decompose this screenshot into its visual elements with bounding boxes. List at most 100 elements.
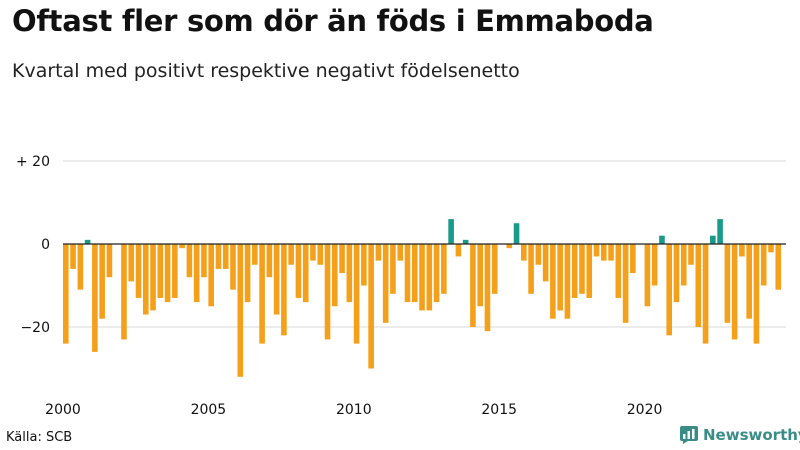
bar-negative — [768, 244, 774, 253]
bar-negative — [688, 244, 694, 265]
bar-negative — [310, 244, 316, 261]
bar-negative — [426, 244, 433, 311]
bar-negative — [433, 244, 440, 303]
bar-negative — [615, 244, 622, 298]
bar-negative — [201, 244, 207, 278]
brand-name: Newsworthy — [703, 426, 800, 444]
x-tick-label: 2020 — [627, 402, 663, 418]
bar-negative — [753, 244, 760, 344]
bar-negative — [564, 244, 571, 319]
bar-negative — [302, 244, 309, 303]
bar-negative — [259, 244, 265, 344]
bar-negative — [521, 244, 527, 261]
bar-negative — [288, 244, 294, 265]
newsworthy-logo: Newsworthy — [680, 426, 800, 444]
bar-negative — [361, 244, 367, 286]
bar-negative — [179, 244, 185, 249]
bar-negative — [535, 244, 542, 265]
bar-negative — [215, 244, 222, 269]
bar-negative — [164, 244, 171, 303]
x-tick-label: 2015 — [481, 402, 517, 418]
bar-negative — [571, 244, 578, 298]
bar-negative — [506, 244, 513, 249]
bar-negative — [135, 244, 142, 298]
bar-negative — [128, 244, 135, 282]
bar-negative — [222, 244, 229, 269]
bar-positive — [84, 239, 91, 244]
chart-title: Oftast fler som dör än föds i Emmaboda — [12, 4, 654, 38]
x-tick-label: 2005 — [191, 402, 227, 418]
bar-negative — [739, 244, 745, 257]
bar-negative — [368, 244, 374, 369]
bar-negative — [375, 244, 382, 261]
bar-negative — [419, 244, 425, 311]
bar-positive — [448, 219, 454, 244]
bar-negative — [593, 244, 600, 257]
bar-negative — [266, 244, 273, 278]
bar-negative — [550, 244, 556, 319]
bar-negative — [760, 244, 767, 286]
bar-positive — [717, 219, 723, 244]
bar-negative — [142, 244, 149, 315]
bar-negative — [397, 244, 404, 261]
bar-negative — [70, 244, 76, 269]
chart-subtitle: Kvartal med positivt respektive negativt… — [12, 60, 520, 82]
y-tick-label: + 20 — [16, 154, 50, 170]
x-tick-label: 2010 — [336, 402, 372, 418]
bar-negative — [353, 244, 360, 344]
bar-negative — [491, 244, 498, 294]
bar-negative — [63, 244, 69, 344]
bar-negative — [106, 244, 113, 278]
bar-negative — [324, 244, 331, 340]
bar-negative — [731, 244, 738, 340]
bar-negative — [273, 244, 280, 315]
bar-negative — [121, 244, 127, 340]
bar-negative — [208, 244, 214, 307]
bar-negative — [99, 244, 105, 319]
bar-negative — [528, 244, 534, 294]
bar-negative — [281, 244, 287, 336]
bar-negative — [237, 244, 244, 377]
source-note: Källa: SCB — [6, 430, 73, 445]
bar-negative — [477, 244, 483, 307]
bar-negative — [390, 244, 396, 294]
bar-negative — [455, 244, 462, 257]
bar-positive — [710, 235, 716, 244]
y-tick-label: 0 — [41, 237, 50, 253]
bar-negative — [622, 244, 629, 323]
bar-negative — [244, 244, 251, 303]
bar-negative — [193, 244, 200, 303]
y-tick-label: −20 — [20, 320, 50, 336]
bar-negative — [586, 244, 593, 298]
bar-negative — [746, 244, 752, 319]
bar-negative — [579, 244, 585, 294]
bar-negative — [702, 244, 709, 344]
bar-negative — [600, 244, 607, 261]
bar-negative — [252, 244, 258, 265]
bar-negative — [542, 244, 549, 282]
bar-positive — [462, 239, 469, 244]
bar-negative — [630, 244, 636, 274]
bar-negative — [724, 244, 731, 323]
bar-negative — [317, 244, 324, 265]
bar-negative — [382, 244, 389, 323]
bar-negative — [470, 244, 476, 327]
newsworthy-icon — [680, 426, 698, 444]
bar-negative — [666, 244, 673, 336]
bar-negative — [346, 244, 353, 303]
bar-negative — [673, 244, 680, 303]
bar-negative — [695, 244, 702, 327]
bar-negative — [775, 244, 782, 290]
bar-negative — [186, 244, 193, 278]
bar-negative — [404, 244, 411, 303]
bar-negative — [557, 244, 563, 311]
bar-positive — [513, 223, 520, 244]
bar-negative — [295, 244, 302, 298]
bar-negative — [157, 244, 164, 298]
bar-positive — [659, 235, 665, 244]
bar-negative — [680, 244, 687, 286]
bar-negative — [150, 244, 156, 311]
x-tick-label: 2000 — [45, 402, 81, 418]
bar-negative — [230, 244, 236, 290]
